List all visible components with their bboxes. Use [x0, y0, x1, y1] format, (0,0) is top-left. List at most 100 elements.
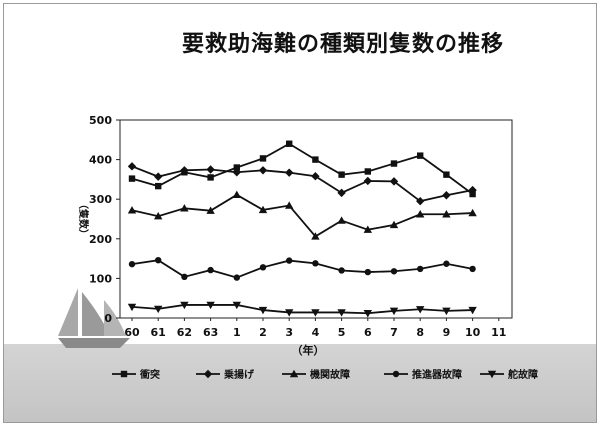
data-point: [285, 201, 294, 209]
series-line: [131, 165, 473, 203]
data-point: [311, 172, 320, 181]
x-tick-label: 63: [203, 326, 218, 339]
data-point: [233, 274, 240, 281]
data-point: [390, 268, 398, 275]
data-point: [416, 196, 425, 206]
data-point: [259, 155, 267, 162]
data-point: [364, 168, 371, 175]
x-tick-label: 7: [390, 326, 398, 339]
y-tick-label: 500: [89, 114, 112, 127]
data-point: [258, 306, 268, 315]
data-point: [390, 160, 398, 167]
legend-marker: [203, 369, 213, 379]
data-point: [389, 220, 399, 229]
legend-label: 推進器故障: [412, 368, 462, 381]
data-point: [312, 260, 319, 267]
legend-label: 機関故障: [310, 368, 350, 381]
x-tick-label: 62: [177, 326, 192, 339]
data-point: [207, 266, 214, 274]
data-point: [337, 216, 346, 224]
data-point: [286, 140, 293, 147]
data-point: [154, 212, 163, 220]
y-tick-label: 300: [89, 193, 112, 206]
data-point: [180, 204, 189, 212]
x-tick-label: 4: [312, 326, 320, 339]
data-point: [312, 156, 319, 163]
y-axis-label: （隻数）: [77, 199, 90, 239]
data-point: [311, 232, 320, 240]
data-point: [417, 265, 424, 273]
data-point: [443, 171, 450, 178]
data-point: [337, 309, 346, 317]
data-point: [258, 166, 268, 175]
series-line: [131, 259, 473, 279]
data-point: [233, 164, 240, 171]
data-point: [416, 306, 425, 314]
y-tick-label: 400: [89, 154, 112, 167]
data-point: [285, 168, 294, 177]
x-tick-label: 61: [151, 326, 166, 339]
data-point: [442, 307, 451, 316]
data-point: [389, 307, 399, 316]
series-line: [131, 142, 474, 195]
data-point: [127, 162, 137, 171]
sailboat-icon: [58, 288, 130, 348]
legend-marker: [289, 369, 299, 378]
data-point: [258, 205, 268, 214]
data-point: [259, 264, 267, 271]
data-point: [286, 257, 293, 264]
data-point: [337, 188, 346, 198]
data-point: [468, 306, 477, 315]
data-point: [469, 265, 476, 273]
data-point: [442, 210, 451, 218]
data-point: [127, 206, 137, 214]
data-point: [417, 152, 424, 159]
data-point: [363, 225, 372, 233]
x-tick-label: 8: [416, 326, 424, 339]
data-point: [389, 177, 399, 186]
data-point: [128, 260, 136, 268]
data-point: [468, 208, 477, 217]
x-tick-label: 5: [338, 326, 346, 339]
data-point: [363, 310, 372, 318]
data-point: [363, 176, 372, 186]
legend-marker: [120, 370, 128, 378]
x-tick-label: 11: [491, 326, 506, 339]
data-point: [232, 190, 241, 199]
data-point: [128, 175, 136, 182]
data-point: [364, 268, 371, 276]
data-point: [155, 182, 162, 190]
x-tick-label: 9: [443, 326, 451, 339]
data-point: [181, 273, 188, 281]
data-point: [206, 165, 215, 174]
legend-marker: [392, 370, 400, 378]
legend-marker: [487, 370, 497, 379]
x-tick-label: 1: [233, 326, 241, 339]
y-tick-label: 0: [104, 312, 112, 325]
data-point: [180, 301, 189, 310]
x-tick-label: 6: [364, 326, 372, 339]
data-point: [443, 260, 450, 267]
data-point: [416, 210, 425, 218]
data-point: [207, 174, 214, 181]
data-point: [154, 172, 163, 181]
data-point: [338, 267, 345, 274]
data-point: [127, 303, 137, 312]
data-point: [206, 301, 215, 310]
data-point: [232, 168, 241, 177]
data-point: [442, 191, 451, 200]
line-chart: 0 100 200 300 400 500 60 61 62 63 1 2 3 4 5 6 7 8 9 10 11 （隻数…: [77, 114, 538, 381]
y-tick-label: 100: [89, 272, 112, 285]
data-point: [338, 171, 345, 178]
x-tick-label: 2: [259, 326, 267, 339]
data-point: [155, 256, 162, 264]
data-point: [311, 309, 320, 317]
data-point: [154, 305, 163, 314]
y-tick-label: 200: [89, 233, 112, 246]
series-line: [131, 193, 473, 238]
data-point: [180, 166, 189, 175]
legend-label: 乗揚げ: [223, 368, 255, 381]
data-point: [468, 185, 477, 195]
data-point: [206, 206, 215, 214]
series-line: [131, 304, 473, 315]
